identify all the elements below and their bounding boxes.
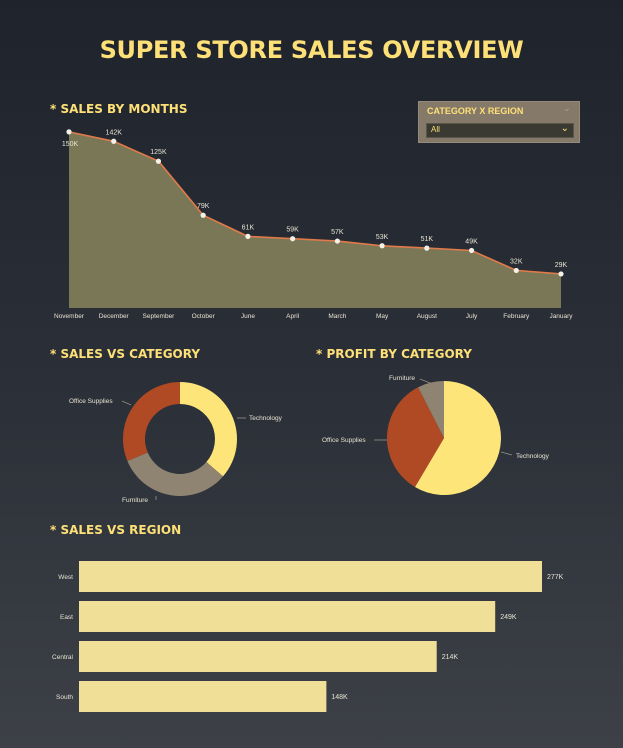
month-tick-label: December [99,313,130,320]
pie-label-technology: Technology [516,453,550,460]
month-tick-label: April [286,313,300,320]
sales-data-label: 29K [555,262,568,269]
dashboard-title: SUPER STORE SALES OVERVIEW [99,36,524,64]
sales-data-label: 142K [106,129,123,136]
sales-by-months-title: * SALES BY MONTHS [50,102,188,116]
dropdown-chevron-icon[interactable]: ⌄ [560,123,569,134]
pie-slice-technology [414,381,502,495]
month-tick-label: May [376,313,389,320]
leader-line [419,378,431,384]
donut-slice-furniture [127,452,223,497]
donut-slice-office-supplies [123,382,180,461]
slicer-value: All [431,125,440,134]
month-tick-label: August [417,313,437,320]
profit-by-category-title: * PROFIT BY CATEGORY [316,347,472,361]
donut-label-furniture: Furniture [122,497,148,504]
sales-point-december [111,138,117,144]
sales-point-november [66,129,72,135]
sales-point-october [200,212,206,218]
month-tick-label: October [192,313,216,320]
donut-label-technology: Technology [249,415,283,422]
month-tick-label: July [466,313,478,320]
region-tick-label: East [60,614,73,621]
sales-data-label: 53K [376,234,389,241]
region-bar-west [79,561,542,592]
slicer-dropdown[interactable]: All ⌄ [426,123,574,138]
sales-point-may [379,243,385,249]
month-tick-label: January [549,313,573,320]
sales-vs-region-title: * SALES VS REGION [50,523,182,537]
sales-data-label: 150K [62,141,79,148]
sales-data-label: 59K [286,227,299,234]
sales-data-label: 51K [421,236,434,243]
month-tick-label: February [503,313,530,320]
sales-data-label: 61K [242,224,255,231]
sales-data-label: 125K [150,149,167,156]
sales-point-february [513,267,519,274]
donut-slice-technology [180,382,237,477]
sales-data-label: 49K [465,238,478,245]
slicer-title: CATEGORY X REGION [427,106,524,116]
sales-point-june [245,233,251,239]
leader-line [500,451,513,456]
sales-area-fill [69,131,561,308]
leader-line [121,400,132,406]
region-data-label: 214K [442,654,459,661]
month-tick-label: September [143,313,176,320]
month-tick-label: March [328,313,346,320]
sales-point-march [334,238,340,244]
chevron-down-icon[interactable]: ⌄ [562,103,571,114]
month-tick-label: November [54,313,85,320]
region-bar-east [79,601,496,632]
region-tick-label: South [56,694,73,701]
region-bar-central [79,641,437,672]
sales-point-january [558,271,564,277]
pie-label-office-supplies: Office Supplies [322,437,366,444]
sales-point-august [424,245,430,251]
category-region-slicer[interactable]: CATEGORY X REGION ⌄ All ⌄ [418,101,580,143]
sales-vs-category-title: * SALES VS CATEGORY [50,347,201,361]
sales-data-label: 32K [510,258,523,265]
pie-slice-furniture [418,381,444,438]
donut-label-office-supplies: Office Supplies [69,398,113,405]
pie-slice-office-supplies [387,387,444,488]
region-tick-label: West [58,574,73,581]
sales-data-label: 79K [197,203,210,210]
sales-point-july [468,247,475,254]
month-tick-label: June [241,313,255,320]
region-tick-label: Central [52,654,74,661]
sales-line [68,131,562,275]
sales-point-april [290,236,296,242]
sales-point-september [155,158,162,164]
region-data-label: 277K [547,574,564,581]
pie-label-furniture: Furniture [389,375,415,382]
region-bar-south [79,681,327,712]
sales-data-label: 57K [331,229,344,236]
region-data-label: 148K [331,694,348,701]
region-data-label: 249K [500,614,517,621]
